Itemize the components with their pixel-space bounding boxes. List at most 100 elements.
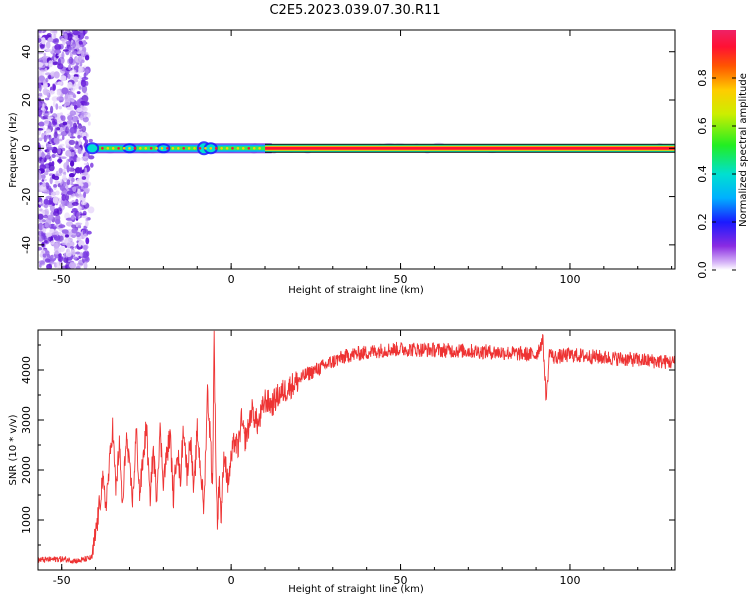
noise-blob [55,190,60,196]
colorbar-tick-label: 0.4 [696,165,709,183]
noise-blob [69,136,76,139]
snr-ytick-label: 4000 [20,356,33,384]
noise-blob [53,137,60,144]
snr-x-axis-label: Height of straight line (km) [288,584,424,595]
noise-blob [51,191,56,197]
band-spot [133,146,137,150]
colorbar-gradient [712,30,736,270]
noise-blob [67,73,71,79]
noise-blob [47,214,54,221]
noise-blob [66,190,74,195]
noise-blob [83,162,89,166]
noise-blob [60,126,63,133]
noise-blob [38,173,42,181]
noise-blob [54,44,62,51]
noise-blob [67,123,70,128]
colorbar: 0.0 0.2 0.4 0.6 0.8 Normalized spectral ampl… [696,30,749,279]
noise-blob [82,251,87,259]
noise-blob [78,259,85,266]
noise-blob [41,58,49,64]
noise-blob [75,251,81,255]
noise-blob [45,62,49,67]
snr-xtick-label: -50 [53,574,71,587]
band-spot [101,146,104,150]
noise-blob [56,127,61,131]
noise-blob [38,62,44,68]
noise-blob [43,83,48,89]
snr-content [38,330,675,565]
noise-blob [57,158,63,163]
band-spot [160,146,164,150]
noise-blob [60,239,68,246]
noise-blob [60,130,68,137]
noise-blob [81,85,88,94]
noise-blob [38,108,43,117]
noise-blob [59,178,63,186]
noise-blob [43,112,50,117]
noise-blob [88,138,93,143]
noise-blob [38,92,43,97]
noise-blob [84,187,91,193]
spectrogram-xtick-label: 0 [228,273,235,286]
band-spot [155,146,158,150]
noise-blob [64,94,71,103]
noise-blob [79,76,82,81]
noise-blob [85,217,89,222]
noise-blob [38,101,42,108]
band-core [265,146,675,150]
noise-blob [82,182,89,189]
noise-blob [72,94,77,99]
noise-blob [38,30,42,34]
noise-blob [49,176,53,185]
noise-blob [45,232,52,237]
noise-blob [80,79,87,88]
figure-title: C2E5.2023.039.07.30.R11 [269,3,440,18]
noise-blob [78,66,84,73]
snr-ticks: -50 0 50 100 1000 2000 3000 4000 [20,330,675,587]
noise-blob [81,176,87,180]
noise-blob [71,224,77,229]
noise-blob [71,201,79,206]
noise-blob [52,234,58,238]
spectrogram-ytick-label: 40 [20,45,33,59]
colorbar-ticks: 0.0 0.2 0.4 0.6 0.8 [696,69,736,279]
noise-blob [50,255,54,259]
noise-blob [84,69,90,74]
colorbar-tick-label: 0.2 [696,213,709,231]
spectrogram-xtick-label: 100 [559,273,580,286]
noise-blob [78,185,81,190]
noise-blob [43,171,49,176]
noise-blob [81,56,85,60]
noise-blob [75,231,81,238]
noise-blob [41,179,45,182]
noise-blob [45,77,49,83]
noise-blob [59,185,66,192]
noise-blob [43,134,47,143]
noise-blob [38,155,42,164]
noise-blob [70,160,75,167]
band-bump-core [158,145,169,152]
noise-blob [86,251,90,257]
noise-blob [68,90,74,96]
noise-blob [76,107,83,113]
spectrogram-frame [37,29,676,270]
noise-blob [58,105,62,110]
noise-blob [71,41,76,49]
band-spot [220,146,223,150]
noise-blob [84,36,89,40]
noise-blob [87,230,92,235]
noise-blob [41,151,45,158]
noise-blob [81,76,89,81]
noise-blob [50,71,56,78]
band-spot [171,146,175,150]
noise-blob [42,253,47,258]
noise-blob [79,46,83,51]
noise-blob [46,136,50,140]
noise-blob [64,33,68,41]
noise-blob [71,214,75,220]
noise-blob [77,34,81,39]
noise-blob [38,213,44,220]
noise-blob [72,183,80,187]
noise-blob [38,230,44,237]
noise-blob [41,37,46,45]
